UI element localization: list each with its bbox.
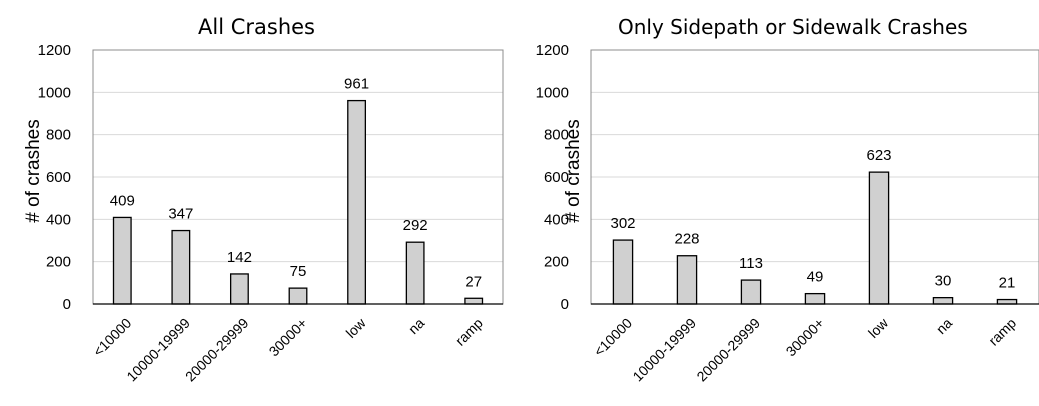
bar (868, 171, 890, 305)
y-tick-label: 1000 (38, 84, 71, 101)
bar (612, 239, 634, 305)
bar (676, 255, 698, 305)
bar (740, 279, 762, 305)
data-label: 113 (739, 255, 763, 272)
x-tick-label: 20000-29999 (693, 315, 763, 385)
y-tick-label: 800 (544, 127, 569, 144)
bar (171, 229, 191, 305)
data-label: 302 (610, 215, 635, 232)
bar (229, 273, 249, 305)
y-tick-label: 200 (544, 254, 569, 271)
data-label: 49 (807, 269, 824, 286)
x-tick-label: low (343, 314, 370, 341)
data-label: 409 (110, 192, 135, 209)
chart-title: All Crashes (198, 15, 315, 39)
x-tick-label: 20000-29999 (182, 315, 252, 385)
data-label: 228 (674, 231, 699, 248)
data-label: 142 (227, 249, 252, 266)
x-tick-label: na (405, 315, 427, 337)
data-label: 75 (290, 263, 307, 280)
data-label: 21 (999, 275, 1016, 292)
data-label: 27 (465, 273, 482, 290)
bar (288, 287, 308, 305)
y-tick-label: 0 (561, 296, 569, 313)
chart-plot: 0 200 400 600 800 1000 1200 302 <10000 228 10000-1… (536, 42, 1039, 385)
x-tick-label: 30000+ (782, 315, 827, 360)
x-tick-label: 30000+ (265, 315, 310, 360)
bar (932, 296, 954, 305)
y-tick-label: 400 (46, 211, 71, 228)
data-label: 292 (403, 217, 428, 234)
y-tick-label: 1200 (536, 42, 569, 59)
x-tick-label: 10000-19999 (629, 315, 699, 385)
bar (112, 216, 132, 305)
bar (347, 99, 367, 305)
x-tick-label: ramp (985, 315, 1019, 349)
bar (804, 292, 826, 305)
data-label: 347 (168, 206, 193, 223)
data-label: 623 (866, 147, 891, 164)
y-tick-label: 1200 (38, 42, 71, 59)
y-tick-label: 1000 (536, 84, 569, 101)
y-tick-label: 600 (46, 169, 71, 186)
x-tick-label: ramp (452, 315, 486, 349)
x-tick-label: low (865, 314, 892, 341)
bar (405, 241, 425, 305)
chart-sidepath-sidewalk-crashes: Only Sidepath or Sidewalk Crashes # of c… (520, 0, 1039, 406)
x-tick-label: na (933, 315, 955, 337)
bar (464, 297, 484, 305)
y-tick-label: 0 (63, 296, 71, 313)
data-label: 961 (344, 76, 369, 93)
y-tick-label: 200 (46, 254, 71, 271)
y-tick-label: 800 (46, 127, 71, 144)
bar (996, 298, 1018, 305)
chart-all-crashes: All Crashes # of crashes 0 200 400 600 800 10… (23, 15, 504, 385)
chart-plot: 020040060080010001200409<1000034710000-1… (38, 42, 504, 385)
y-tick-label: 400 (544, 211, 569, 228)
chart-title: Only Sidepath or Sidewalk Crashes (618, 15, 968, 39)
data-label: 30 (935, 273, 952, 290)
x-tick-label: <10000 (590, 315, 635, 360)
x-tick-label: <10000 (90, 315, 135, 360)
y-tick-label: 600 (544, 169, 569, 186)
